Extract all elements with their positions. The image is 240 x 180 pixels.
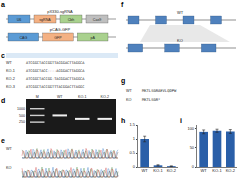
svg-text:M: M [36, 95, 39, 99]
svg-text:500: 500 [19, 114, 25, 118]
svg-text:WT: WT [126, 89, 133, 93]
svg-text:100: 100 [187, 126, 194, 131]
svg-text:KO-2: KO-2 [167, 168, 177, 173]
svg-text:KO: KO [6, 166, 12, 170]
svg-text:WT: WT [6, 61, 13, 65]
svg-text:ATCGGCTACCGGTTACGGACTTAGGCA: ATCGGCTACCGGTTACGGACTTAGGCA [26, 61, 85, 65]
svg-text:Cbh: Cbh [68, 18, 75, 22]
svg-text:c: c [1, 52, 5, 59]
svg-text:1: 1 [133, 136, 136, 141]
svg-text:d: d [1, 97, 5, 104]
svg-text:0: 0 [133, 164, 136, 169]
svg-text:50: 50 [190, 145, 195, 150]
svg-text:0: 0 [192, 164, 195, 169]
svg-text:KO-2: KO-2 [6, 77, 15, 81]
svg-text:1000: 1000 [17, 107, 25, 111]
svg-text:KO-2: KO-2 [101, 95, 109, 99]
svg-text:f: f [121, 1, 124, 8]
svg-text:1.5: 1.5 [130, 122, 136, 127]
svg-text:MKTLSGRAEVLQDPW: MKTLSGRAEVLQDPW [142, 88, 177, 93]
svg-text:WT: WT [177, 10, 184, 15]
svg-text:a: a [1, 1, 5, 8]
svg-text:pX330-sgRNA: pX330-sgRNA [47, 9, 73, 14]
svg-text:e: e [1, 137, 5, 144]
svg-text:KO-1: KO-1 [6, 69, 15, 73]
svg-text:CAG: CAG [19, 36, 27, 40]
svg-text:WT: WT [6, 147, 13, 151]
svg-text:KO-1: KO-1 [153, 168, 163, 173]
svg-text:pA: pA [90, 36, 95, 40]
svg-text:sgRNA: sgRNA [39, 18, 51, 22]
svg-text:KO: KO [126, 98, 132, 102]
svg-text:ATCGGCTACCGGTTTACGGACTTAGGC: ATCGGCTACCGGTTTACGGACTTAGGC [26, 85, 84, 89]
svg-text:U6: U6 [17, 18, 22, 22]
svg-text:250: 250 [19, 120, 25, 124]
svg-text:WT: WT [201, 168, 208, 173]
svg-text:0.5: 0.5 [130, 150, 136, 155]
svg-text:Cas9: Cas9 [93, 18, 101, 22]
svg-text:KO-3: KO-3 [6, 85, 15, 89]
svg-text:ATCGGCTACC----ACGGACTTAGGCA: ATCGGCTACC----ACGGACTTAGGCA [26, 69, 85, 73]
svg-text:pCAG-GFP: pCAG-GFP [50, 27, 71, 32]
svg-text:KO-2: KO-2 [226, 168, 236, 173]
svg-text:KO-1: KO-1 [212, 168, 222, 173]
svg-text:i: i [180, 117, 182, 124]
svg-text:g: g [121, 77, 125, 85]
svg-text:ATCGGCTACCGG-TACGGACTTAGGCA: ATCGGCTACCGG-TACGGACTTAGGCA [26, 77, 85, 81]
svg-text:WT: WT [142, 168, 149, 173]
svg-text:KO-1: KO-1 [78, 95, 86, 99]
svg-text:WT: WT [57, 95, 63, 99]
svg-text:KO: KO [177, 38, 183, 43]
svg-text:GFP: GFP [54, 36, 62, 40]
svg-text:h: h [121, 117, 125, 124]
svg-text:MKTLSGR*: MKTLSGR* [142, 97, 160, 102]
